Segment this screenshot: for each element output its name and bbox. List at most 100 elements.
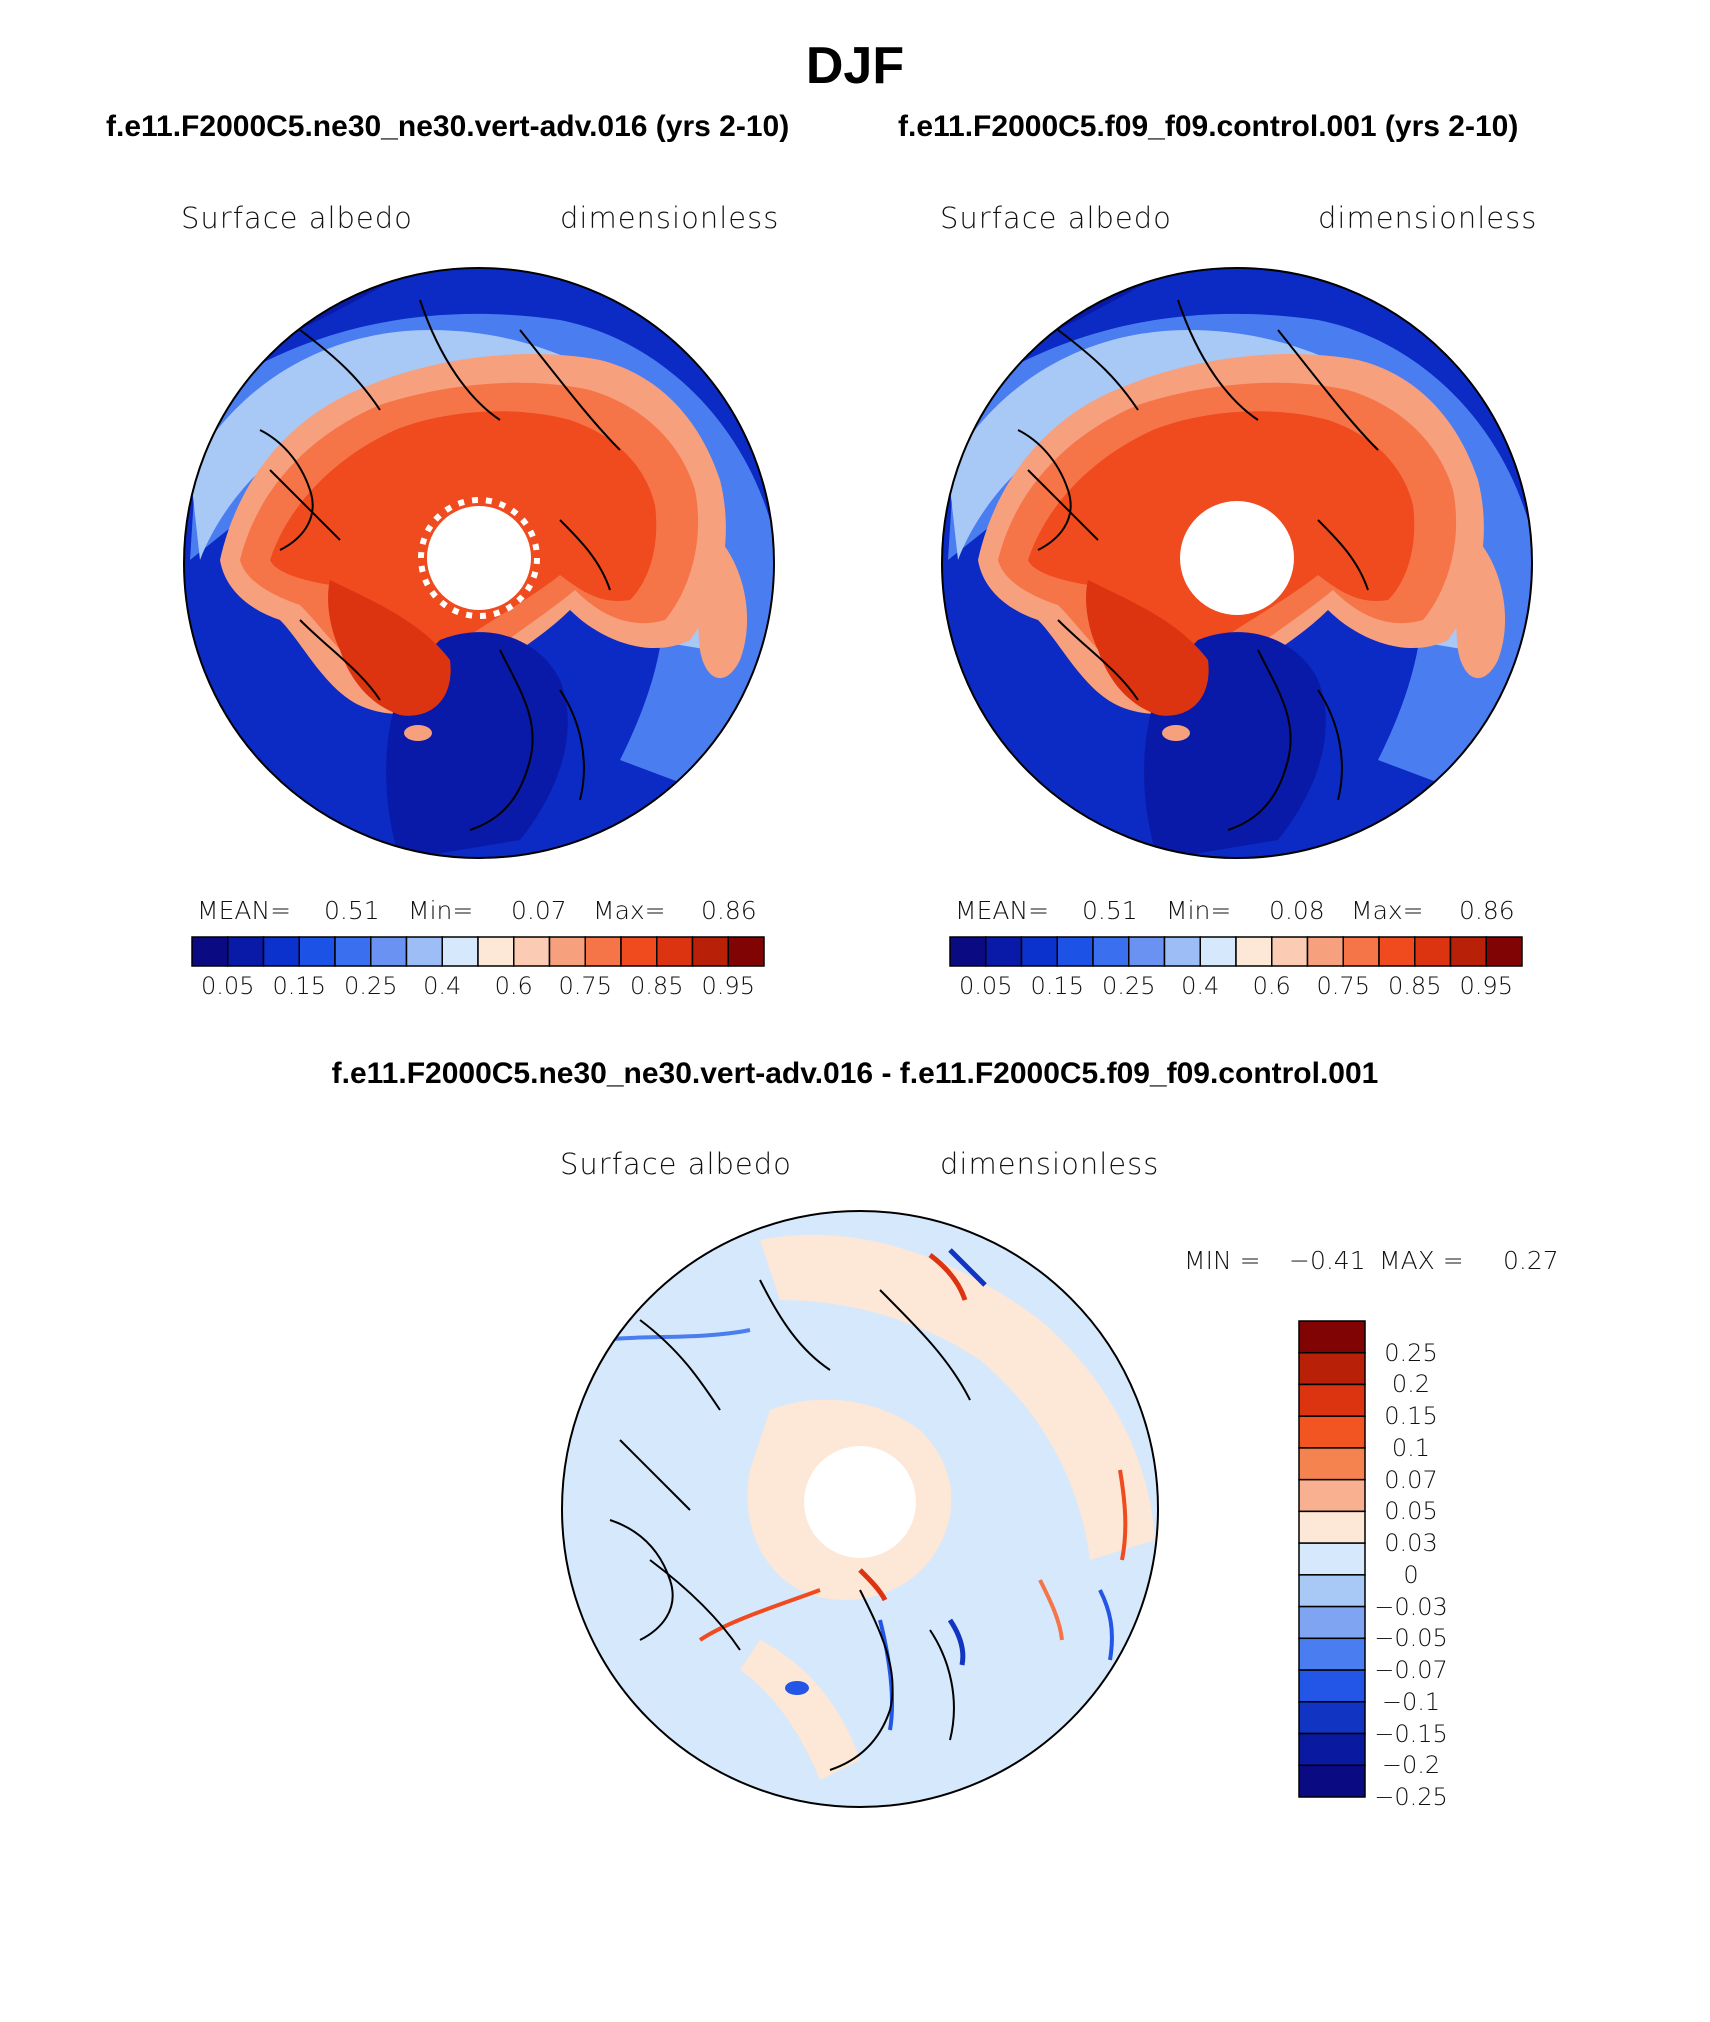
control-min-label: Min= — [1166, 896, 1232, 925]
model-mean-label: MEAN= — [197, 896, 292, 925]
model-colorbar-swatch — [584, 936, 622, 967]
control-colorbar-tick-label: 0.95 — [1459, 972, 1513, 1000]
model-colorbar-swatch — [656, 936, 694, 967]
control-polar-map — [941, 267, 1533, 859]
control-units-label: dimensionless — [1318, 201, 1538, 235]
difference-colorbar-tick-label: −0.05 — [1374, 1624, 1448, 1653]
model-colorbar-swatch — [191, 936, 229, 967]
control-max-label: Max= — [1351, 896, 1424, 925]
control-colorbar-swatch — [1378, 936, 1416, 967]
difference-colorbar-tick-label: 0.03 — [1384, 1529, 1438, 1558]
control-colorbar — [949, 936, 1523, 967]
control-colorbar-swatch — [1199, 936, 1237, 967]
model-panel-title: f.e11.F2000C5.ne30_ne30.vert-adv.016 (yr… — [106, 110, 790, 143]
control-colorbar-tick-label: 0.6 — [1252, 972, 1291, 1000]
model-max-label: Max= — [593, 896, 666, 925]
difference-colorbar-swatch — [1298, 1542, 1366, 1576]
difference-colorbar-tick-label: 0.07 — [1384, 1465, 1438, 1494]
model-variable-label: Surface albedo — [181, 201, 413, 235]
control-colorbar-swatch — [1163, 936, 1201, 967]
control-panel-title: f.e11.F2000C5.f09_f09.control.001 (yrs 2… — [898, 110, 1519, 143]
difference-polar-map — [561, 1210, 1159, 1808]
difference-colorbar-swatch — [1298, 1478, 1366, 1513]
control-colorbar-swatch — [1449, 936, 1487, 967]
control-colorbar-swatch — [1056, 936, 1094, 967]
control-min-value: 0.08 — [1269, 896, 1325, 925]
control-mean-label: MEAN= — [955, 896, 1050, 925]
difference-colorbar-swatch — [1298, 1415, 1366, 1449]
model-colorbar-swatch — [513, 936, 551, 967]
control-colorbar-swatch — [1128, 936, 1166, 967]
model-colorbar-swatch — [548, 936, 586, 967]
difference-colorbar-tick-label: −0.03 — [1374, 1592, 1448, 1621]
model-colorbar-swatch — [727, 936, 765, 967]
difference-colorbar-swatch — [1298, 1383, 1366, 1417]
model-colorbar-tick-label: 0.75 — [558, 972, 612, 1000]
model-max-value: 0.86 — [701, 896, 757, 925]
difference-colorbar-tick-label: −0.25 — [1374, 1783, 1448, 1811]
difference-colorbar — [1298, 1320, 1366, 1798]
difference-colorbar-swatch — [1298, 1447, 1366, 1481]
difference-colorbar-tick-label: 0.25 — [1384, 1338, 1438, 1367]
model-colorbar-swatch — [262, 936, 300, 967]
difference-colorbar-swatch — [1298, 1605, 1366, 1640]
control-colorbar-tick-label: 0.75 — [1316, 972, 1370, 1000]
season-title: DJF — [805, 37, 905, 95]
model-colorbar-swatch — [441, 936, 479, 967]
control-colorbar-swatch — [1092, 936, 1130, 967]
control-colorbar-tick-label: 0.15 — [1030, 972, 1084, 1000]
difference-title: f.e11.F2000C5.ne30_ne30.vert-adv.016 - f… — [331, 1057, 1379, 1090]
model-colorbar-tick-label: 0.95 — [701, 972, 755, 1000]
control-colorbar-swatch — [1414, 936, 1452, 967]
control-colorbar-swatch — [1485, 936, 1523, 967]
control-colorbar-swatch — [1271, 936, 1309, 967]
model-colorbar — [191, 936, 765, 967]
difference-colorbar-tick-label: −0.15 — [1374, 1719, 1448, 1748]
difference-colorbar-swatch — [1298, 1669, 1366, 1703]
difference-variable-label: Surface albedo — [560, 1147, 792, 1181]
model-colorbar-swatch — [370, 936, 408, 967]
difference-colorbar-tick-label: −0.07 — [1374, 1656, 1448, 1685]
difference-colorbar-swatch — [1298, 1764, 1366, 1798]
model-min-value: 0.07 — [511, 896, 567, 925]
control-mean-value: 0.51 — [1082, 896, 1138, 925]
difference-min-value: −0.41 — [1289, 1246, 1366, 1275]
model-colorbar-tick-label: 0.15 — [272, 972, 326, 1000]
control-colorbar-swatch — [1235, 936, 1273, 967]
model-colorbar-swatch — [334, 936, 372, 967]
model-polar-map — [183, 267, 775, 859]
model-mean-value: 0.51 — [324, 896, 380, 925]
difference-colorbar-swatch — [1298, 1701, 1366, 1735]
difference-colorbar-tick-label: −0.1 — [1381, 1687, 1441, 1716]
control-variable-label: Surface albedo — [940, 201, 1172, 235]
control-colorbar-tick-label: 0.05 — [959, 972, 1013, 1000]
model-min-label: Min= — [408, 896, 474, 925]
model-colorbar-swatch — [227, 936, 265, 967]
difference-colorbar-tick-label: 0.1 — [1391, 1433, 1431, 1462]
difference-colorbar-swatch — [1298, 1351, 1366, 1386]
model-colorbar-tick-label: 0.4 — [423, 972, 462, 1000]
difference-units-label: dimensionless — [940, 1147, 1160, 1181]
control-max-value: 0.86 — [1459, 896, 1515, 925]
model-colorbar-swatch — [620, 936, 658, 967]
control-colorbar-swatch — [1306, 936, 1344, 967]
difference-colorbar-tick-label: 0.05 — [1384, 1497, 1438, 1526]
difference-colorbar-swatch — [1298, 1732, 1366, 1767]
control-colorbar-tick-label: 0.25 — [1102, 972, 1156, 1000]
control-colorbar-swatch — [1342, 936, 1380, 967]
model-colorbar-tick-label: 0.6 — [494, 972, 533, 1000]
difference-colorbar-tick-label: 0.15 — [1384, 1402, 1438, 1431]
model-colorbar-tick-label: 0.25 — [344, 972, 398, 1000]
model-colorbar-tick-label: 0.85 — [630, 972, 684, 1000]
model-units-label: dimensionless — [560, 201, 780, 235]
model-colorbar-swatch — [298, 936, 336, 967]
difference-max-label: MAX = — [1379, 1246, 1464, 1275]
model-colorbar-swatch — [691, 936, 729, 967]
difference-colorbar-swatch — [1298, 1637, 1366, 1671]
difference-colorbar-tick-label: 0.2 — [1391, 1370, 1431, 1399]
model-colorbar-tick-label: 0.05 — [201, 972, 255, 1000]
model-colorbar-swatch — [477, 936, 515, 967]
difference-max-value: 0.27 — [1503, 1246, 1559, 1275]
difference-colorbar-tick-label: 0 — [1403, 1560, 1419, 1589]
